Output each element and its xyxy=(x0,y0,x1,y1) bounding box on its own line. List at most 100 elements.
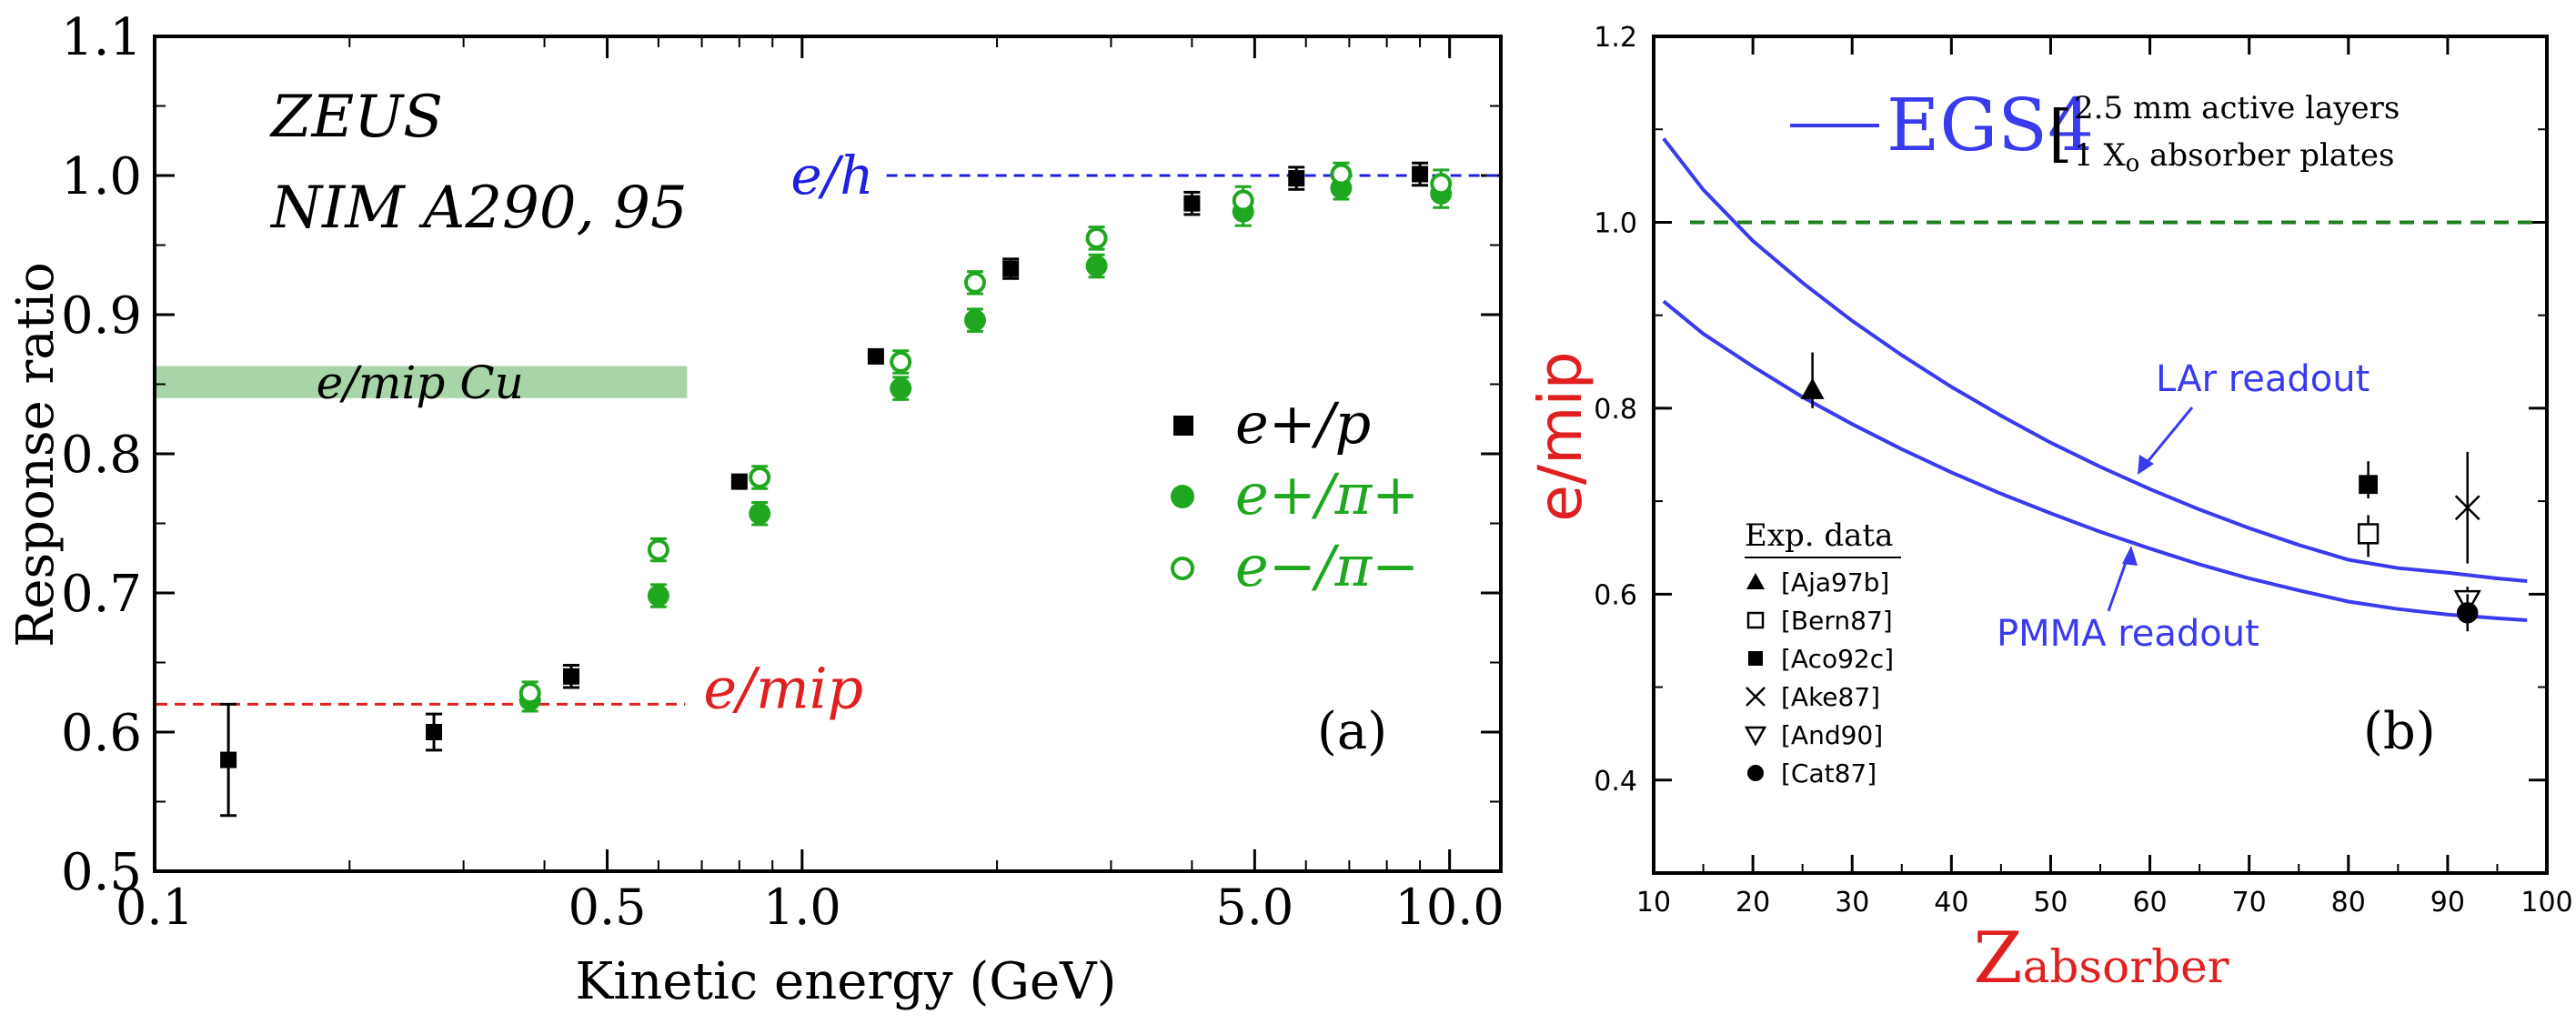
lar-readout-arrow xyxy=(2140,407,2194,469)
data-point-e-plus-pi-plus xyxy=(890,377,912,400)
exp-legend-label: [Aja97b] xyxy=(1781,567,1889,597)
e-mip-label: e/mip xyxy=(703,655,863,721)
panel-b-y-ticks: 0.4 0.6 0.8 1.0 1.2 xyxy=(1594,22,2547,874)
y-tick-label: 0.4 xyxy=(1594,766,1637,798)
data-point-e-plus-pi-plus xyxy=(1085,255,1108,277)
y-tick-label: 0.8 xyxy=(61,426,142,485)
nim-reference-annotation: NIM A290, 95 xyxy=(269,175,688,242)
x-tick-label: 5.0 xyxy=(1215,878,1293,936)
data-point-e-plus-pi-plus xyxy=(963,309,986,332)
data-point-e-minus-pi-minus xyxy=(1330,163,1353,186)
exp-legend-label: [Cat87] xyxy=(1781,758,1877,788)
panel-a-y-axis-label: Response ratio xyxy=(6,262,65,648)
panel-b-y-axis-label: e/mip xyxy=(1525,351,1595,521)
lar-readout-arrowhead xyxy=(2138,455,2154,475)
x-tick-label: 60 xyxy=(2132,887,2167,919)
legend-label-e-plus-p: e+/p xyxy=(1235,390,1371,457)
panel-b-tag: (b) xyxy=(2363,702,2436,761)
panel-a-legend: e+/p e+/π+ e−/π− xyxy=(1171,390,1419,599)
exp-data-point xyxy=(2454,495,2480,521)
y-tick-label: 1.1 xyxy=(61,8,142,67)
exp-legend-marker xyxy=(1748,651,1763,666)
data-point-e-plus-p xyxy=(1002,260,1020,277)
data-point-e-plus-p xyxy=(1288,170,1305,187)
exp-legend-marker xyxy=(1744,726,1767,747)
data-point-e-minus-pi-minus xyxy=(647,538,669,561)
exp-data-legend: Exp. data [Aja97b] [Bern87] [Aco92c] [Ake87… xyxy=(1744,517,1901,788)
data-point-e-minus-pi-minus xyxy=(1430,173,1453,196)
panel-a-y-ticks: 0.5 0.6 0.7 0.8 0.9 1.0 1.1 xyxy=(61,8,1501,902)
exp-legend-label: [Bern87] xyxy=(1781,606,1893,636)
data-point-e-plus-p xyxy=(867,347,884,365)
exp-data-point xyxy=(2359,475,2378,495)
egs4-brace: [ xyxy=(2048,98,2073,170)
x-tick-label: 80 xyxy=(2331,887,2366,919)
panel-b-x-axis-label: Zabsorber xyxy=(1973,918,2229,999)
x-tick-label: 100 xyxy=(2521,887,2572,919)
data-point-e-minus-pi-minus xyxy=(749,467,771,489)
legend-marker-e-plus-p xyxy=(1173,416,1193,436)
data-point-e-plus-p xyxy=(426,724,443,740)
lar-readout-label: LAr readout xyxy=(2156,358,2370,400)
exp-data-point xyxy=(2357,523,2380,545)
data-point-e-plus-pi-plus xyxy=(647,585,669,607)
exp-legend-marker xyxy=(1746,573,1765,589)
data-point-e-plus-p xyxy=(220,751,237,768)
zeus-annotation: ZEUS xyxy=(269,84,443,151)
exp-legend-label: [Aco92c] xyxy=(1781,644,1894,674)
data-point-e-minus-pi-minus xyxy=(963,271,986,294)
data-point-e-minus-pi-minus xyxy=(518,682,541,705)
panel-a-x-ticks: 0.1 0.5 1.0 5.0 10.0 xyxy=(116,36,1504,936)
legend-marker-e-minus-pi-minus xyxy=(1171,557,1194,580)
data-point-e-plus-p xyxy=(563,668,580,685)
pmma-readout-label: PMMA readout xyxy=(1997,613,2259,655)
panel-b-x-ticks: 10 20 30 40 50 60 70 80 90 100 xyxy=(1636,36,2573,919)
exp-data-legend-items: [Aja97b] [Bern87] [Aco92c] [Ake87] [And90] [C… xyxy=(1744,567,1894,788)
exp-legend-marker xyxy=(1747,765,1764,781)
y-tick-label: 0.9 xyxy=(61,286,142,346)
data-point-e-plus-p xyxy=(730,473,748,490)
y-tick-label: 1.0 xyxy=(1594,207,1637,239)
panel-a-data-points xyxy=(220,161,1453,818)
x-tick-label: 10.0 xyxy=(1395,878,1504,936)
exp-data-point xyxy=(2457,602,2479,624)
x-tick-label: 70 xyxy=(2232,887,2267,919)
exp-legend-marker xyxy=(1746,611,1765,629)
data-point-e-plus-pi-plus xyxy=(749,502,771,525)
legend-marker-e-plus-pi-plus xyxy=(1171,485,1194,508)
x-tick-label: 90 xyxy=(2430,887,2465,919)
x-tick-label: 20 xyxy=(1736,887,1770,919)
exp-data-title: Exp. data xyxy=(1745,517,1893,554)
panel-a: e/mip Cu 0.50.60.70.80.91.01.1 0.1 0.5 1.0… xyxy=(6,8,1504,1011)
y-tick-label: 0.5 xyxy=(61,843,142,902)
panel-a-x-axis-label: Kinetic energy (GeV) xyxy=(576,952,1117,1011)
y-tick-label: 0.6 xyxy=(61,704,142,763)
x-tick-label: 10 xyxy=(1636,887,1671,919)
legend-label-e-minus-pi-minus: e−/π− xyxy=(1235,533,1419,599)
y-tick-label: 0.7 xyxy=(61,565,142,624)
data-point-e-minus-pi-minus xyxy=(890,351,912,374)
e-mip-cu-label: e/mip Cu xyxy=(317,356,524,409)
legend-label-e-plus-pi-plus: e+/π+ xyxy=(1235,461,1419,527)
panel-b-data-points xyxy=(1800,352,2481,632)
egs4-label: EGS4 xyxy=(1887,83,2094,167)
x-tick-label: 0.1 xyxy=(116,878,194,936)
exp-data-point xyxy=(1800,377,1825,399)
exp-legend-label: [And90] xyxy=(1781,720,1883,750)
data-point-e-minus-pi-minus xyxy=(1232,189,1254,212)
exp-legend-marker xyxy=(1746,687,1766,707)
y-tick-label: 1.0 xyxy=(61,147,142,206)
panel-b: 0.4 0.6 0.8 1.0 1.2 10 20 30 40 50 60 70 80 90 100 LA… xyxy=(1525,22,2573,999)
e-h-label: e/h xyxy=(790,145,873,206)
y-tick-label: 0.6 xyxy=(1594,579,1637,611)
y-tick-label: 1.2 xyxy=(1594,22,1637,54)
data-point-e-minus-pi-minus xyxy=(1085,226,1108,249)
egs4-note-absorber-plates: 1 Xo absorber plates xyxy=(2074,137,2394,177)
data-point-e-plus-p xyxy=(1412,166,1429,183)
x-tick-label: 30 xyxy=(1835,887,1869,919)
x-tick-label: 50 xyxy=(2033,887,2068,919)
egs4-note-active-layers: 2.5 mm active layers xyxy=(2074,90,2400,126)
data-point-e-plus-p xyxy=(1183,195,1201,212)
x-tick-label: 0.5 xyxy=(569,878,647,936)
